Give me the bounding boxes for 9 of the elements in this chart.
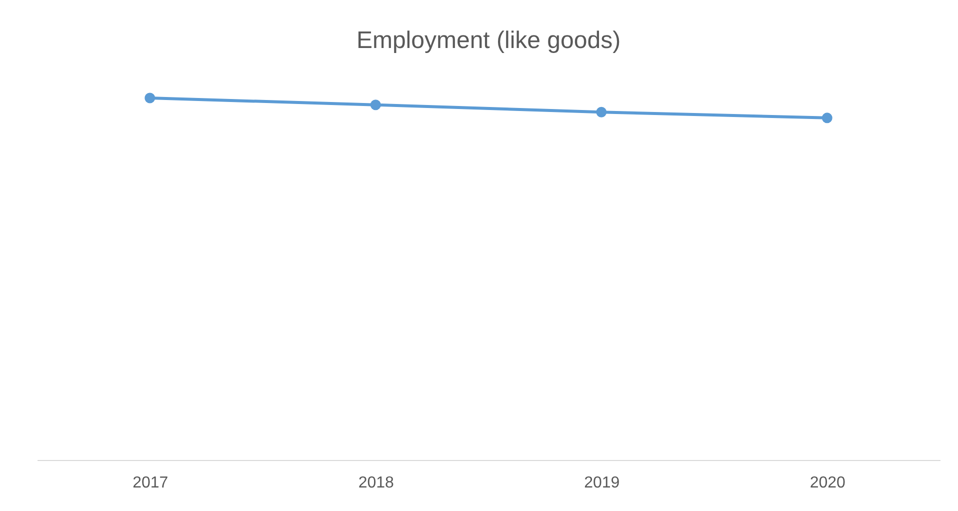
point <box>596 106 607 118</box>
point <box>144 92 156 104</box>
x-tick-label: 2018 <box>358 474 394 492</box>
point <box>822 112 832 124</box>
x-tick-label: 2019 <box>584 474 620 492</box>
point <box>370 100 381 110</box>
x-tick-label: 2017 <box>132 474 168 492</box>
x-tick-label: 2020 <box>810 474 846 492</box>
chart-title: Employment (like goods) <box>356 26 621 54</box>
